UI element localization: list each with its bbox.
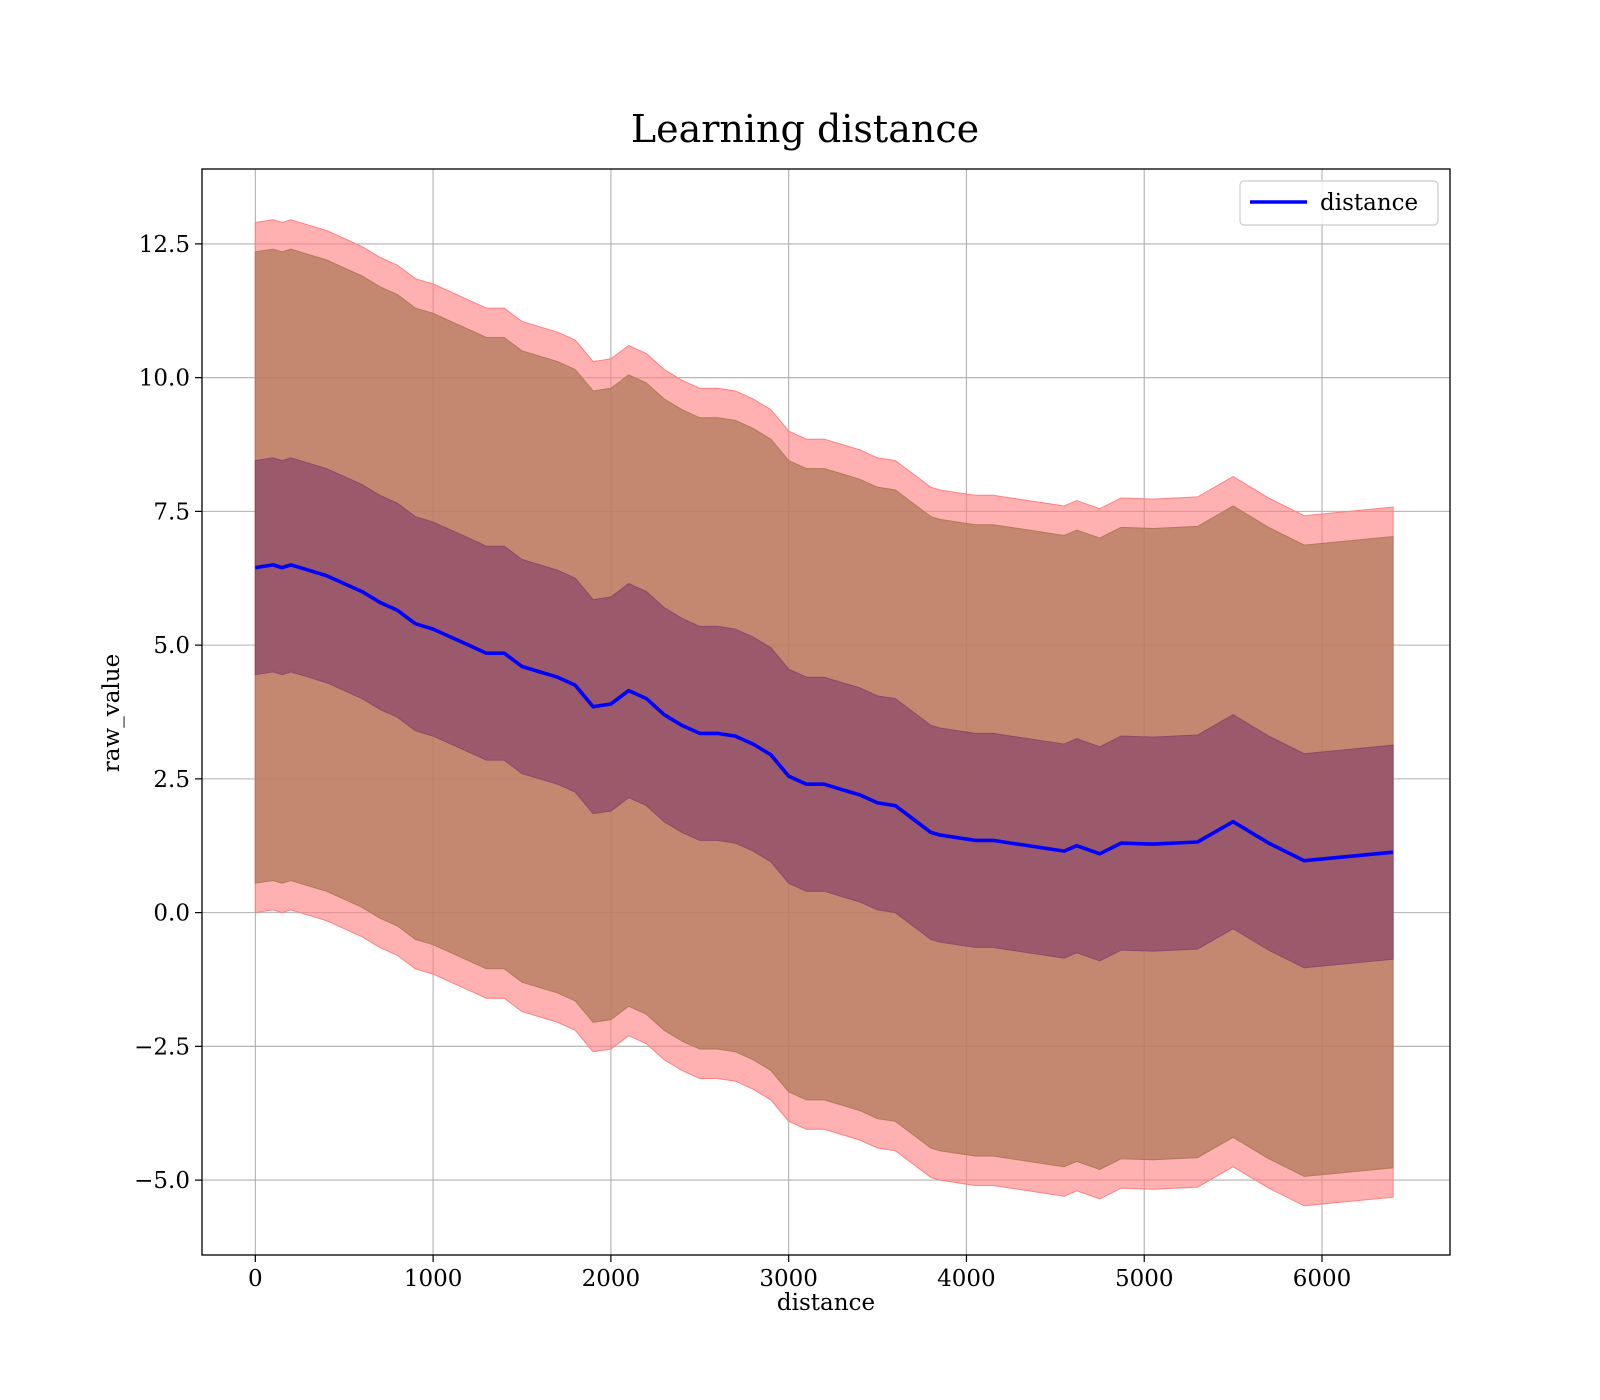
- confidence-bands: [254, 219, 1394, 1207]
- y-tick-label: 5.0: [153, 633, 190, 659]
- y-tick-label: −5.0: [134, 1168, 190, 1194]
- x-tick-label: 6000: [1293, 1266, 1352, 1292]
- y-tick-label: 7.5: [153, 499, 190, 525]
- y-tick-label: 0.0: [153, 901, 190, 927]
- legend: distance: [1239, 180, 1439, 226]
- y-tick-label: 12.5: [139, 232, 190, 258]
- y-tick-label: −2.5: [134, 1034, 190, 1060]
- x-tick-label: 1000: [404, 1266, 463, 1292]
- chart-title: Learning distance: [631, 107, 979, 151]
- x-tick-label: 2000: [582, 1266, 641, 1292]
- y-tick-label: 10.0: [139, 366, 190, 392]
- x-tick-label: 5000: [1115, 1266, 1174, 1292]
- x-tick-label: 4000: [937, 1266, 996, 1292]
- series-line: [255, 563, 1394, 863]
- x-tick-label: 3000: [759, 1266, 818, 1292]
- band-area: [254, 457, 1394, 969]
- y-axis-label: raw_value: [99, 654, 125, 772]
- legend-label: distance: [1320, 190, 1418, 216]
- x-tick-label: 0: [248, 1266, 263, 1292]
- x-axis-label: distance: [777, 1290, 875, 1316]
- y-tick-label: 2.5: [153, 767, 190, 793]
- plot-frame: [201, 168, 1451, 1256]
- series-lines: [255, 563, 1394, 863]
- legend-box: [1239, 180, 1439, 226]
- axis-ticks: 0 1000 2000 3000 4000 5000 6000 −5.0 −2.5 0.0 2.5 5…: [134, 232, 1351, 1292]
